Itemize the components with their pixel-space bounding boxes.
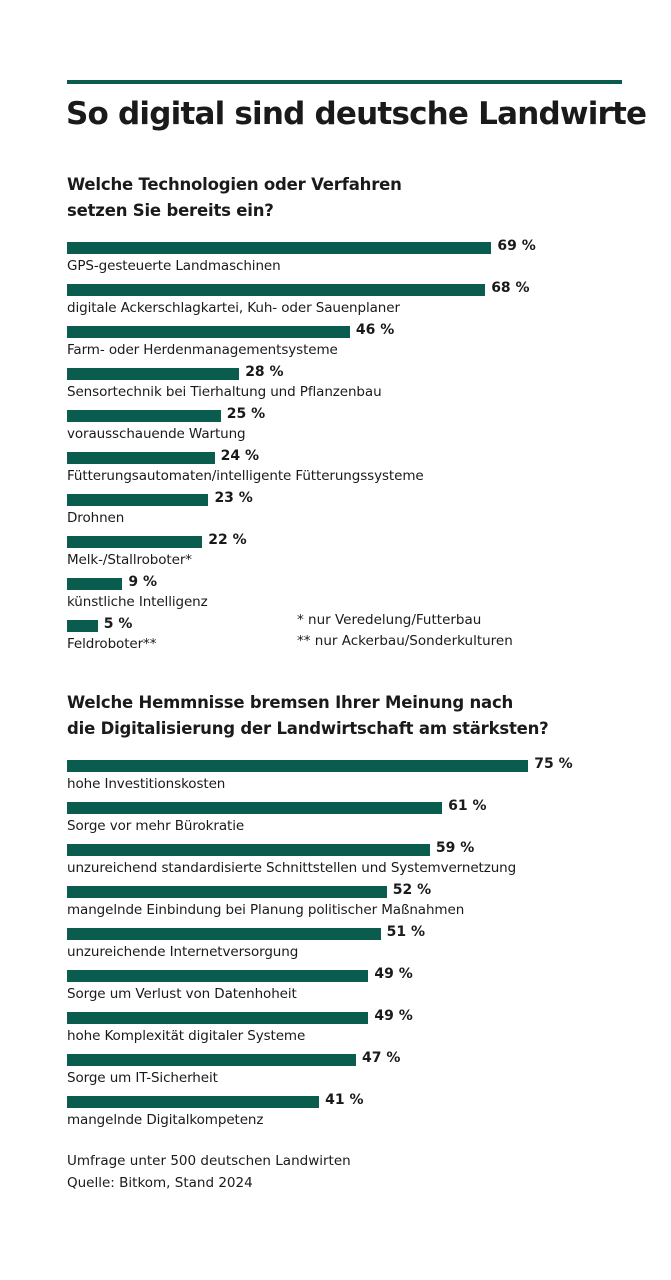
bar: [67, 494, 209, 506]
bar-row: 25 % vorausschauende Wartung: [67, 406, 627, 452]
bar-value-label: 75 %: [534, 756, 573, 772]
chart1-title-line2: setzen Sie bereits ein?: [67, 201, 274, 220]
bar: [67, 410, 221, 422]
category-label: Sorge um Verlust von Datenhoheit: [67, 986, 297, 1002]
category-label: Farm- oder Herdenmanagementsysteme: [67, 342, 338, 358]
source-note: Quelle: Bitkom, Stand 2024: [67, 1175, 253, 1191]
chart1-title: Welche Technologien oder Verfahren setze…: [67, 172, 402, 224]
bar: [67, 928, 381, 940]
bar-row: 51 % unzureichende Internetversorgung: [67, 924, 627, 970]
bar-value-label: 69 %: [497, 238, 536, 254]
bar: [67, 620, 98, 632]
bar: [67, 760, 529, 772]
bar-value-label: 28 %: [245, 364, 284, 380]
bar: [67, 368, 240, 380]
bar: [67, 1012, 369, 1024]
bar: [67, 844, 430, 856]
category-label: Drohnen: [67, 510, 125, 526]
bar: [67, 1096, 320, 1108]
category-label: mangelnde Einbindung bei Planung politis…: [67, 902, 465, 918]
bar-value-label: 46 %: [355, 322, 395, 338]
bar-row: 47 % Sorge um IT-Sicherheit: [67, 1050, 627, 1096]
category-label: digitale Ackerschlagkartei, Kuh- oder Sa…: [67, 300, 400, 316]
bar: [67, 886, 387, 898]
bar-value-label: 24 %: [220, 448, 259, 464]
category-label: vorausschauende Wartung: [67, 426, 246, 442]
category-label: unzureichend standardisierte Schnittstel…: [67, 860, 517, 876]
bar-value-label: 25 %: [226, 406, 266, 422]
bar: [67, 536, 203, 548]
bar-value-label: 41 %: [325, 1092, 364, 1108]
survey-note: Umfrage unter 500 deutschen Landwirten: [67, 1153, 351, 1169]
bar-row: 61 % Sorge vor mehr Bürokratie: [67, 798, 627, 844]
category-label: Fütterungsautomaten/intelligente Fütteru…: [67, 468, 424, 484]
bar-value-label: 52 %: [392, 882, 432, 898]
bar-row: 5 % Feldroboter**: [67, 616, 627, 662]
bar-row: 41 % mangelnde Digitalkompetenz: [67, 1092, 627, 1138]
bar-row: 24 % Fütterungsautomaten/intelligente Füt…: [67, 448, 627, 494]
bar-row: 75 % hohe Investitionskosten: [67, 756, 627, 802]
bar: [67, 326, 350, 338]
category-label: hohe Investitionskosten: [67, 776, 226, 792]
bar: [67, 970, 369, 982]
bar-row: 49 % hohe Komplexität digitaler Systeme: [67, 1008, 627, 1054]
bar-row: 22 % Melk-/Stallroboter*: [67, 532, 627, 578]
footer: Umfrage unter 500 deutschen Landwirten Q…: [67, 1150, 351, 1194]
bar-value-label: 47 %: [362, 1050, 401, 1066]
bar-value-label: 61 %: [448, 798, 487, 814]
bar-row: 9 % künstliche Intelligenz: [67, 574, 627, 620]
bar-value-label: 49 %: [374, 966, 413, 982]
chart2-title-line2: die Digitalisierung der Landwirtschaft a…: [67, 719, 549, 738]
category-label: künstliche Intelligenz: [67, 594, 208, 610]
chart2-title: Welche Hemmnisse bremsen Ihrer Meinung n…: [67, 690, 549, 742]
bar-value-label: 59 %: [435, 840, 475, 856]
bar-value-label: 51 %: [386, 924, 426, 940]
bar-value-label: 9 %: [128, 574, 157, 590]
bar: [67, 242, 492, 254]
category-label: Feldroboter**: [67, 636, 157, 652]
bar-value-label: 23 %: [214, 490, 253, 506]
category-label: Melk-/Stallroboter*: [67, 552, 192, 568]
bar-value-label: 22 %: [208, 532, 247, 548]
bar-row: 23 % Drohnen: [67, 490, 627, 536]
bar-row: 46 % Farm- oder Herdenmanagementsysteme: [67, 322, 627, 368]
footnote-1: * nur Veredelung/Futterbau: [297, 612, 482, 628]
bar: [67, 284, 486, 296]
bar-value-label: 68 %: [491, 280, 530, 296]
bar: [67, 452, 215, 464]
category-label: Sensortechnik bei Tierhaltung und Pflanz…: [67, 384, 382, 400]
bar-row: 28 % Sensortechnik bei Tierhaltung und Pf…: [67, 364, 627, 410]
bar-row: 59 % unzureichend standardisierte Schnitt…: [67, 840, 627, 886]
bar: [67, 578, 123, 590]
category-label: unzureichende Internetversorgung: [67, 944, 299, 960]
bar: [67, 802, 443, 814]
category-label: Sorge vor mehr Bürokratie: [67, 818, 245, 834]
category-label: hohe Komplexität digitaler Systeme: [67, 1028, 306, 1044]
category-label: GPS-gesteuerte Landmaschinen: [67, 258, 281, 274]
bar-value-label: 5 %: [103, 616, 133, 632]
category-label: mangelnde Digitalkompetenz: [67, 1112, 264, 1128]
top-rule: [67, 80, 622, 84]
bar-row: 49 % Sorge um Verlust von Datenhoheit: [67, 966, 627, 1012]
bar: [67, 1054, 357, 1066]
bar-row: 69 % GPS-gesteuerte Landmaschinen: [67, 238, 627, 284]
bar-value-label: 49 %: [374, 1008, 413, 1024]
category-label: Sorge um IT-Sicherheit: [67, 1070, 218, 1086]
chart2-title-line1: Welche Hemmnisse bremsen Ihrer Meinung n…: [67, 693, 514, 712]
bar-row: 68 % digitale Ackerschlagkartei, Kuh- ode…: [67, 280, 627, 326]
chart1-title-line1: Welche Technologien oder Verfahren: [67, 175, 402, 194]
footnote-2: ** nur Ackerbau/Sonderkulturen: [297, 633, 513, 649]
bar-row: 52 % mangelnde Einbindung bei Planung pol…: [67, 882, 627, 928]
page-title: So digital sind deutsche Landwirte: [66, 96, 647, 132]
